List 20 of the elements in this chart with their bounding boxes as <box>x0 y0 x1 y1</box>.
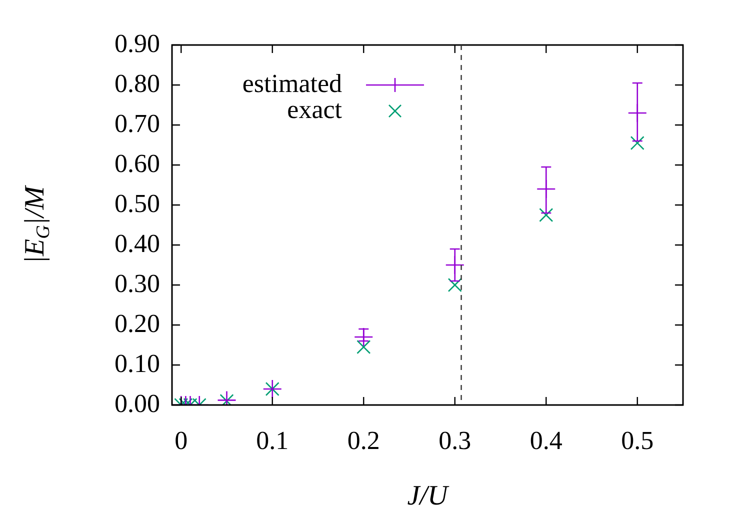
y-tick-label: 0.10 <box>114 348 160 378</box>
point <box>539 208 554 222</box>
x-tick-label: 0.4 <box>530 426 562 455</box>
x-tick-label: 0 <box>174 426 188 455</box>
x-tick-label: 0.1 <box>256 426 289 455</box>
y-tick-label: 0.00 <box>114 388 160 418</box>
y-tick-label: 0.60 <box>114 148 160 178</box>
y-tick-label: 0.30 <box>114 268 160 298</box>
y-tick-label: 0.50 <box>114 188 160 218</box>
x-axis-title: J/U <box>407 480 450 512</box>
x-tick-label: 0.2 <box>347 426 380 455</box>
x-tick-label: 0.5 <box>621 426 654 455</box>
y-tick-label: 0.40 <box>114 228 160 258</box>
y-axis-title: |EG|/M <box>19 184 54 264</box>
y-tick-label: 0.20 <box>114 308 160 338</box>
x-tick-label: 0.3 <box>438 426 472 455</box>
point <box>630 136 644 150</box>
y-tick-label: 0.90 <box>114 28 160 58</box>
y-tick-label: 0.70 <box>114 108 160 138</box>
y-tick-label: 0.80 <box>114 68 160 98</box>
